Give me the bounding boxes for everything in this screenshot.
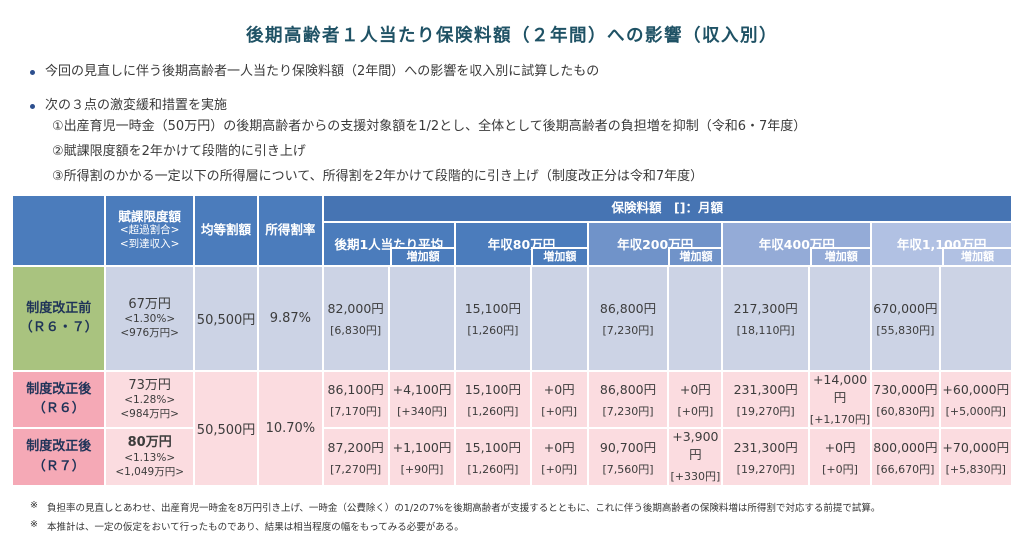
bullet-text: 次の３点の激変緩和措置を実施 [45, 97, 228, 113]
increase-subheader: 増加額 [668, 246, 721, 264]
group-header-income-2m: 年収200万円 増加額 [586, 220, 724, 267]
value-cell: 670,000円 [55,830円] [870, 264, 941, 372]
levy-limit-label: 賦課限度額 [118, 208, 181, 224]
group-header-income-11m: 年収1,100万円 増加額 [870, 220, 1013, 267]
value-cell: 87,200円 [7,270円] [321, 426, 390, 487]
levy-limit-cell: 80万円 <1.13%> <1,049万円> [104, 426, 195, 487]
increase-cell: +0円 [+0円] [529, 369, 589, 429]
footnote-text: 負担率の見直しとあわせ、出産育児一時金を8万円引き上げ、一時金（公費除く）の1/… [46, 502, 881, 514]
footnote-2: ※ 本推計は、一定の仮定をおいて行ったものであり、結果は相当程度の幅をもってみる… [30, 519, 1024, 533]
bullet-icon [30, 103, 35, 109]
col-header-levy-limit: 賦課限度額 <超過割合> <到達収入> [104, 193, 195, 267]
intro-bullets: 今回の見直しに伴う後期高齢者一人当たり保険料額（2年間）への影響を収入別に試算し… [0, 63, 1024, 186]
footnote-text: 本推計は、一定の仮定をおいて行ったものであり、結果は相当程度の幅をもってみる必要… [46, 521, 464, 533]
levy-limit-sub1: <超過割合> [119, 224, 180, 237]
value-cell: 86,800円 [7,230円] [586, 369, 670, 429]
increase-cell [667, 264, 724, 372]
bullet-item-2: 次の３点の激変緩和措置を実施 [30, 97, 1024, 115]
increase-subheader: 増加額 [942, 246, 1011, 264]
row-label: 制度改正後 （Ｒ７） [10, 426, 107, 487]
row-label: 制度改正前 （Ｒ６・７） [10, 264, 107, 372]
col-header-flat-amount: 均等割額 [192, 193, 260, 267]
increase-cell: +70,000円 [+5,830円] [938, 426, 1014, 487]
footnote-marker: ※ [30, 518, 38, 530]
table-row-after-reform-r7: 制度改正後 （Ｒ７） 80万円 <1.13%> <1,049万円> 87,200… [10, 426, 1014, 487]
flat-amount-cell-merged: 50,500円 [192, 369, 260, 487]
value-cell: 86,100円 [7,170円] [321, 369, 390, 429]
value-cell: 730,000円 [60,830円] [870, 369, 941, 429]
flat-amount-cell: 50,500円 [192, 264, 260, 372]
value-cell: 231,300円 [19,270円] [721, 426, 810, 487]
increase-cell: +60,000円 [+5,000円] [938, 369, 1014, 429]
increase-cell: +14,000円 [+1,170円] [807, 369, 873, 429]
increase-cell: +4,100円 [+340円] [387, 369, 457, 429]
footnote-1: ※ 負担率の見直しとあわせ、出産育児一時金を8万円引き上げ、一時金（公費除く）の… [30, 500, 1024, 514]
value-cell: 90,700円 [7,560円] [586, 426, 670, 487]
increase-cell: +0円 [+0円] [807, 426, 873, 487]
increase-cell [387, 264, 457, 372]
levy-limit-cell: 73万円 <1.28%> <984万円> [104, 369, 195, 429]
col-header-income-rate: 所得割率 [257, 193, 324, 267]
group-header-income-800k: 年収80万円 増加額 [454, 220, 589, 267]
table-row-after-reform-r6: 制度改正後 （Ｒ６） 73万円 <1.28%> <984万円> 50,500円 … [10, 369, 1014, 487]
increase-cell: +3,900円 [+330円] [667, 426, 724, 487]
footnotes: ※ 負担率の見直しとあわせ、出産育児一時金を8万円引き上げ、一時金（公費除く）の… [30, 500, 1024, 533]
value-cell: 15,100円 [1,260円] [454, 264, 532, 372]
value-cell: 82,000円 [6,830円] [321, 264, 390, 372]
levy-limit-cell: 67万円 <1.30%> <976万円> [104, 264, 195, 372]
increase-cell [807, 264, 873, 372]
mitigation-measures-list: ①出産育児一時金（50万円）の後期高齢者からの支援対象額を1/2とし、全体として… [52, 119, 1024, 186]
row-label: 制度改正後 （Ｒ６） [10, 369, 107, 429]
list-item: ①出産育児一時金（50万円）の後期高齢者からの支援対象額を1/2とし、全体として… [52, 119, 807, 135]
increase-cell [529, 264, 589, 372]
increase-subheader: 増加額 [810, 246, 870, 264]
group-header-per-capita-average: 後期1人当たり平均 増加額 [321, 220, 457, 267]
bullet-item-1: 今回の見直しに伴う後期高齢者一人当たり保険料額（2年間）への影響を収入別に試算し… [30, 63, 1024, 81]
increase-cell [938, 264, 1014, 372]
income-rate-cell-merged: 10.70% [257, 369, 324, 487]
increase-cell: +0円 [+0円] [667, 369, 724, 429]
levy-limit-sub2: <到達収入> [119, 238, 180, 251]
list-item: ③所得割のかかる一定以下の所得層について、所得割を2年かけて段階的に引き上げ（制… [52, 168, 704, 184]
premium-band-header: 保険料額 []：月額 [321, 193, 1014, 223]
page-title: 後期高齢者１人当たり保険料額（２年間）への影響（収入別） [246, 26, 778, 46]
bullet-icon [30, 70, 35, 75]
value-cell: 800,000円 [66,670円] [870, 426, 941, 487]
value-cell: 217,300円 [18,110円] [721, 264, 810, 372]
corner-header-cell [10, 193, 107, 267]
value-cell: 15,100円 [1,260円] [454, 369, 532, 429]
value-cell: 15,100円 [1,260円] [454, 426, 532, 487]
value-cell: 231,300円 [19,270円] [721, 369, 810, 429]
table-row-before-reform: 制度改正前 （Ｒ６・７） 67万円 <1.30%> <976万円> 50,500… [10, 264, 1014, 372]
list-item: ②賦課限度額を2年かけて段階的に引き上げ [52, 143, 306, 159]
income-rate-cell: 9.87% [257, 264, 324, 372]
premium-impact-table: 賦課限度額 <超過割合> <到達収入> 均等割額 所得割率 保険料額 []：月額… [10, 193, 1014, 487]
increase-subheader: 増加額 [530, 246, 586, 264]
bullet-text: 今回の見直しに伴う後期高齢者一人当たり保険料額（2年間）への影響を収入別に試算し… [45, 64, 600, 79]
group-header-income-4m: 年収400万円 増加額 [721, 220, 873, 267]
increase-cell: +0円 [+0円] [529, 426, 589, 487]
value-cell: 86,800円 [7,230円] [586, 264, 670, 372]
footnote-marker: ※ [30, 499, 38, 511]
increase-subheader: 増加額 [390, 246, 454, 264]
increase-cell: +1,100円 [+90円] [387, 426, 457, 487]
